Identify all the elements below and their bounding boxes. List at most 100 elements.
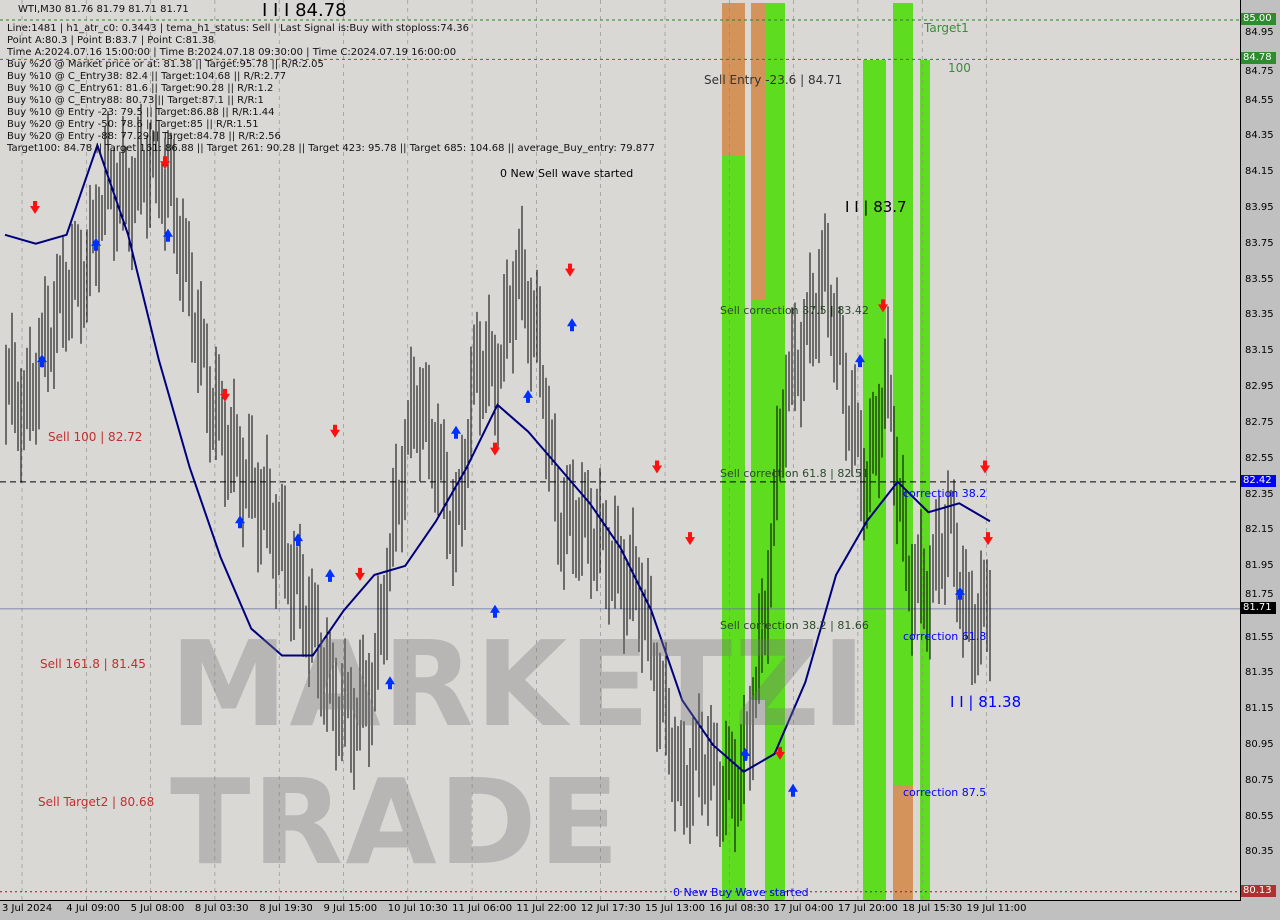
x-tick-label: 10 Jul 10:30 bbox=[387, 903, 448, 914]
x-tick-label: 18 Jul 15:30 bbox=[902, 903, 963, 914]
x-tick-label: 8 Jul 19:30 bbox=[259, 903, 313, 914]
y-tick-label: 80.55 bbox=[1245, 810, 1274, 822]
sell-arrow-icon bbox=[980, 460, 990, 474]
y-tick-label: 81.35 bbox=[1245, 667, 1274, 679]
y-tick-label: 82.95 bbox=[1245, 380, 1274, 392]
label-sell-corr875: Sell correction 87.5 | 83.42 bbox=[720, 304, 869, 317]
y-tick-label: 83.35 bbox=[1245, 309, 1274, 321]
x-tick-label: 9 Jul 15:00 bbox=[323, 903, 378, 914]
buy-arrow-icon bbox=[855, 354, 865, 368]
price-tag: 82.42 bbox=[1241, 474, 1276, 487]
x-tick-label: 4 Jul 09:00 bbox=[66, 903, 120, 914]
price-tag: 80.13 bbox=[1241, 884, 1276, 897]
x-tick-label: 17 Jul 20:00 bbox=[837, 903, 898, 914]
label-sell-target2: Sell Target2 | 80.68 bbox=[38, 795, 155, 809]
watermark: MARKETZI TRADE bbox=[170, 615, 868, 891]
sell-arrow-icon bbox=[220, 388, 230, 402]
info-line: Target100: 84.78 || Target 161: 86.88 ||… bbox=[7, 143, 655, 154]
buy-arrow-icon bbox=[37, 354, 47, 368]
zone-bar bbox=[765, 3, 785, 900]
y-tick-label: 84.95 bbox=[1245, 27, 1274, 38]
label-point-c: I I | 81.38 bbox=[950, 693, 1022, 711]
y-tick-label: 81.55 bbox=[1245, 631, 1274, 643]
y-tick-label: 84.15 bbox=[1245, 166, 1274, 178]
y-tick-label: 84.75 bbox=[1245, 66, 1274, 78]
buy-arrow-icon bbox=[523, 389, 533, 403]
info-line: Buy %10 @ C_Entry88: 80.73 || Target:87.… bbox=[7, 95, 264, 106]
info-line: Time A:2024.07.16 15:00:00 | Time B:2024… bbox=[7, 47, 457, 58]
x-tick-label: 8 Jul 03:30 bbox=[194, 903, 249, 914]
buy-arrow-icon bbox=[955, 586, 965, 600]
sell-arrow-icon bbox=[330, 424, 340, 438]
info-line: Line:1481 | h1_atr_c0: 0.3443 | tema_h1_… bbox=[7, 23, 469, 34]
info-line: Point A:80.3 | Point B:83.7 | Point C:81… bbox=[7, 35, 215, 46]
y-tick-label: 83.55 bbox=[1245, 273, 1274, 285]
y-tick-label: 82.75 bbox=[1245, 416, 1274, 428]
sell-arrow-icon bbox=[565, 263, 575, 277]
buy-arrow-icon bbox=[740, 747, 750, 761]
sell-arrow-icon bbox=[490, 442, 500, 456]
sell-arrow-icon bbox=[775, 746, 785, 760]
price-tag: 84.78 bbox=[1241, 52, 1276, 65]
label-corr618: correction 61.8 bbox=[903, 630, 987, 643]
y-tick-label: 80.95 bbox=[1245, 738, 1274, 750]
buy-arrow-icon bbox=[91, 237, 101, 251]
zone-bar bbox=[722, 3, 745, 155]
label-point-b: I I | 83.7 bbox=[845, 198, 907, 216]
x-tick-label: 12 Jul 17:30 bbox=[580, 903, 641, 914]
x-tick-label: 3 Jul 2024 bbox=[2, 903, 53, 914]
buy-arrow-icon bbox=[163, 228, 173, 242]
buy-arrow-icon bbox=[293, 533, 303, 547]
label-100: 100 bbox=[948, 61, 971, 75]
y-tick-label: 84.55 bbox=[1245, 94, 1274, 106]
y-tick-label: 82.35 bbox=[1245, 488, 1274, 500]
info-line: Buy %10 @ Entry -23: 79.5 || Target:86.8… bbox=[7, 107, 275, 118]
sell-arrow-icon bbox=[685, 532, 695, 546]
label-sell100: Sell 100 | 82.72 bbox=[48, 430, 143, 444]
zone-bar bbox=[751, 3, 765, 300]
x-tick-label: 11 Jul 22:00 bbox=[516, 903, 577, 914]
price-tag: 85.00 bbox=[1241, 13, 1276, 25]
label-sell-entry: Sell Entry -23.6 | 84.71 bbox=[704, 73, 843, 87]
label-new-sell: 0 New Sell wave started bbox=[500, 167, 634, 180]
info-line: Buy %20 @ Entry -50: 78.6 || Target:85 |… bbox=[7, 119, 259, 130]
y-tick-label: 83.75 bbox=[1245, 237, 1274, 249]
info-line: Buy %20 @ Entry -88: 77.29 || Target:84.… bbox=[7, 131, 281, 142]
sell-arrow-icon bbox=[160, 156, 170, 170]
info-line: Buy %10 @ C_Entry38: 82.4 || Target:104.… bbox=[7, 71, 287, 82]
buy-arrow-icon bbox=[325, 568, 335, 582]
y-tick-label: 82.55 bbox=[1245, 452, 1274, 464]
chart-svg bbox=[0, 0, 1240, 900]
y-tick-label: 83.95 bbox=[1245, 201, 1274, 213]
label-new-buy: 0 New Buy Wave started bbox=[673, 886, 809, 899]
label-sell-corr382: Sell correction 38.2 | 81.66 bbox=[720, 619, 869, 632]
chart-plot-area[interactable]: MARKETZI TRADE WTI,M30 81.76 81.79 81.71… bbox=[0, 0, 1241, 901]
sell-arrow-icon bbox=[983, 532, 993, 546]
info-line: Buy %10 @ C_Entry61: 81.6 || Target:90.2… bbox=[7, 83, 274, 94]
label-corr875: correction 87.5 bbox=[903, 786, 987, 799]
x-tick-label: 19 Jul 11:00 bbox=[966, 903, 1027, 914]
label-top-level: I I I 84.78 bbox=[262, 0, 347, 21]
buy-arrow-icon bbox=[451, 425, 461, 439]
zone-bar bbox=[893, 785, 913, 900]
y-tick-label: 81.95 bbox=[1245, 559, 1274, 571]
label-sell161: Sell 161.8 | 81.45 bbox=[40, 657, 146, 671]
sell-arrow-icon bbox=[30, 200, 40, 214]
x-tick-label: 16 Jul 08:30 bbox=[709, 903, 770, 914]
y-tick-label: 81.15 bbox=[1245, 703, 1274, 715]
moving-average-line bbox=[4, 142, 991, 774]
label-target1: Target1 bbox=[924, 21, 969, 35]
x-tick-label: 17 Jul 04:00 bbox=[773, 903, 834, 914]
symbol-header: WTI,M30 81.76 81.79 81.71 81.71 bbox=[18, 4, 189, 15]
label-sell-corr618: Sell correction 61.8 | 82.51 bbox=[720, 467, 869, 480]
y-tick-label: 80.75 bbox=[1245, 774, 1274, 786]
y-tick-label: 80.35 bbox=[1245, 846, 1274, 858]
sell-arrow-icon bbox=[878, 299, 888, 313]
x-tick-label: 11 Jul 06:00 bbox=[452, 903, 513, 914]
buy-arrow-icon bbox=[788, 783, 798, 797]
zone-bar bbox=[893, 3, 913, 785]
x-tick-label: 15 Jul 13:00 bbox=[645, 903, 705, 914]
zone-bar bbox=[920, 60, 930, 900]
buy-arrow-icon bbox=[490, 604, 500, 618]
y-tick-label: 84.35 bbox=[1245, 130, 1274, 142]
